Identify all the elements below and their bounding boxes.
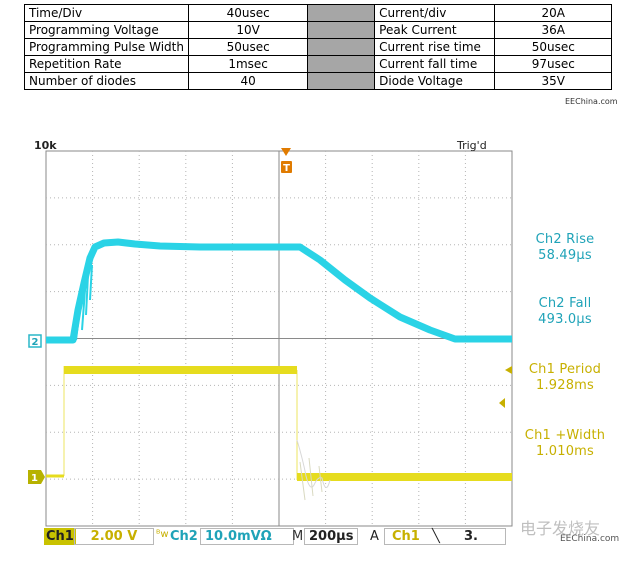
param-value: 40usec xyxy=(187,4,309,22)
param-label: Peak Current xyxy=(374,21,496,39)
ch2-trace xyxy=(46,238,512,344)
table-watermark: EEChina.com xyxy=(565,97,618,106)
table-spacer xyxy=(307,55,376,73)
ch1-period-label: Ch1 Period xyxy=(528,362,602,377)
graticule-grid xyxy=(46,151,512,526)
ch1-trace xyxy=(46,366,512,501)
param-value: 10V xyxy=(187,21,309,39)
param-value: 35V xyxy=(494,72,612,90)
table-spacer xyxy=(307,4,376,22)
ch1-ground-marker: 1 xyxy=(28,470,45,484)
ch1-width-value: 1.010ms xyxy=(535,444,595,459)
param-value: 40 xyxy=(187,72,309,90)
trigger-level: 3. xyxy=(464,529,478,544)
ch2-rise-value: 58.49µs xyxy=(538,248,592,263)
trigger-marker-label: T xyxy=(283,163,290,174)
ch2-rise-label: Ch2 Rise xyxy=(535,232,595,247)
param-value: 36A xyxy=(494,21,612,39)
table-spacer xyxy=(307,38,376,56)
param-value: 20A xyxy=(494,4,612,22)
param-value: 1msec xyxy=(187,55,309,73)
param-label: Current fall time xyxy=(374,55,496,73)
param-label: Programming Voltage xyxy=(24,21,189,39)
trigger-box xyxy=(384,528,506,545)
param-label: Time/Div xyxy=(24,4,189,22)
bottom-watermark-cn: 电子发烧友 xyxy=(520,519,601,538)
param-label: Number of diodes xyxy=(24,72,189,90)
ch1-status-label: Ch1 xyxy=(44,528,76,545)
param-label: Repetition Rate xyxy=(24,55,189,73)
param-value: 50usec xyxy=(494,38,612,56)
ch1-period-value: 1.928ms xyxy=(535,378,595,393)
parameter-row: Number of diodes 40 Diode Voltage 35V xyxy=(24,72,612,90)
parameter-row: Time/Div 40usec Current/div 20A xyxy=(24,4,612,22)
bottom-watermark: EEChina.com xyxy=(560,534,620,544)
trigger-source: Ch1 xyxy=(392,529,420,544)
oscilloscope-display: 10k Trig'd T 2 1 xyxy=(28,140,513,527)
parameter-row: Programming Pulse Width 50usec Current ris… xyxy=(24,38,612,56)
trigger-prefix: A xyxy=(370,529,379,544)
table-spacer xyxy=(307,72,376,90)
parameter-row: Repetition Rate 1msec Current fall time 97u… xyxy=(24,55,612,73)
ch1-level-marker xyxy=(505,366,512,374)
svg-text:2: 2 xyxy=(32,337,39,348)
top-right-fragment: Trig'd xyxy=(456,140,487,152)
trigger-slope-icon: ╲ xyxy=(432,529,440,544)
parameter-row: Programming Voltage 10V Peak Current 36A xyxy=(24,21,612,39)
top-left-fragment: 10k xyxy=(34,140,57,152)
ch2-ground-marker: 2 xyxy=(28,334,42,348)
table-spacer xyxy=(307,21,376,39)
ch1-width-label: Ch1 +Width xyxy=(524,428,606,443)
param-label: Current rise time xyxy=(374,38,496,56)
ch1-trigger-level-marker xyxy=(499,398,505,408)
param-value: 50usec xyxy=(187,38,309,56)
ch2-fall-value: 493.0µs xyxy=(538,312,592,327)
ch2-fall-label: Ch2 Fall xyxy=(538,296,592,311)
param-label: Diode Voltage xyxy=(374,72,496,90)
parameter-table: Time/Div 40usec Current/div 20A Programming … xyxy=(24,4,612,90)
ch2-status-label: Ch2 xyxy=(170,529,198,544)
timebase-value: 200µs xyxy=(304,528,358,545)
trigger-position-marker: T xyxy=(281,148,292,174)
param-label: Current/div xyxy=(374,4,496,22)
scope-status-bar: Ch1 2.00 V ᴮw Ch2 10.0mVΩ M 200µs A Ch1 … xyxy=(44,528,512,545)
param-value: 97usec xyxy=(494,55,612,73)
ch2-scale: 10.0mVΩ xyxy=(200,528,294,545)
param-label: Programming Pulse Width xyxy=(24,38,189,56)
bandwidth-limit-icon: ᴮw xyxy=(156,529,169,540)
svg-text:1: 1 xyxy=(31,473,38,484)
ch1-scale: 2.00 V xyxy=(74,528,154,545)
time-prefix: M xyxy=(292,529,304,544)
